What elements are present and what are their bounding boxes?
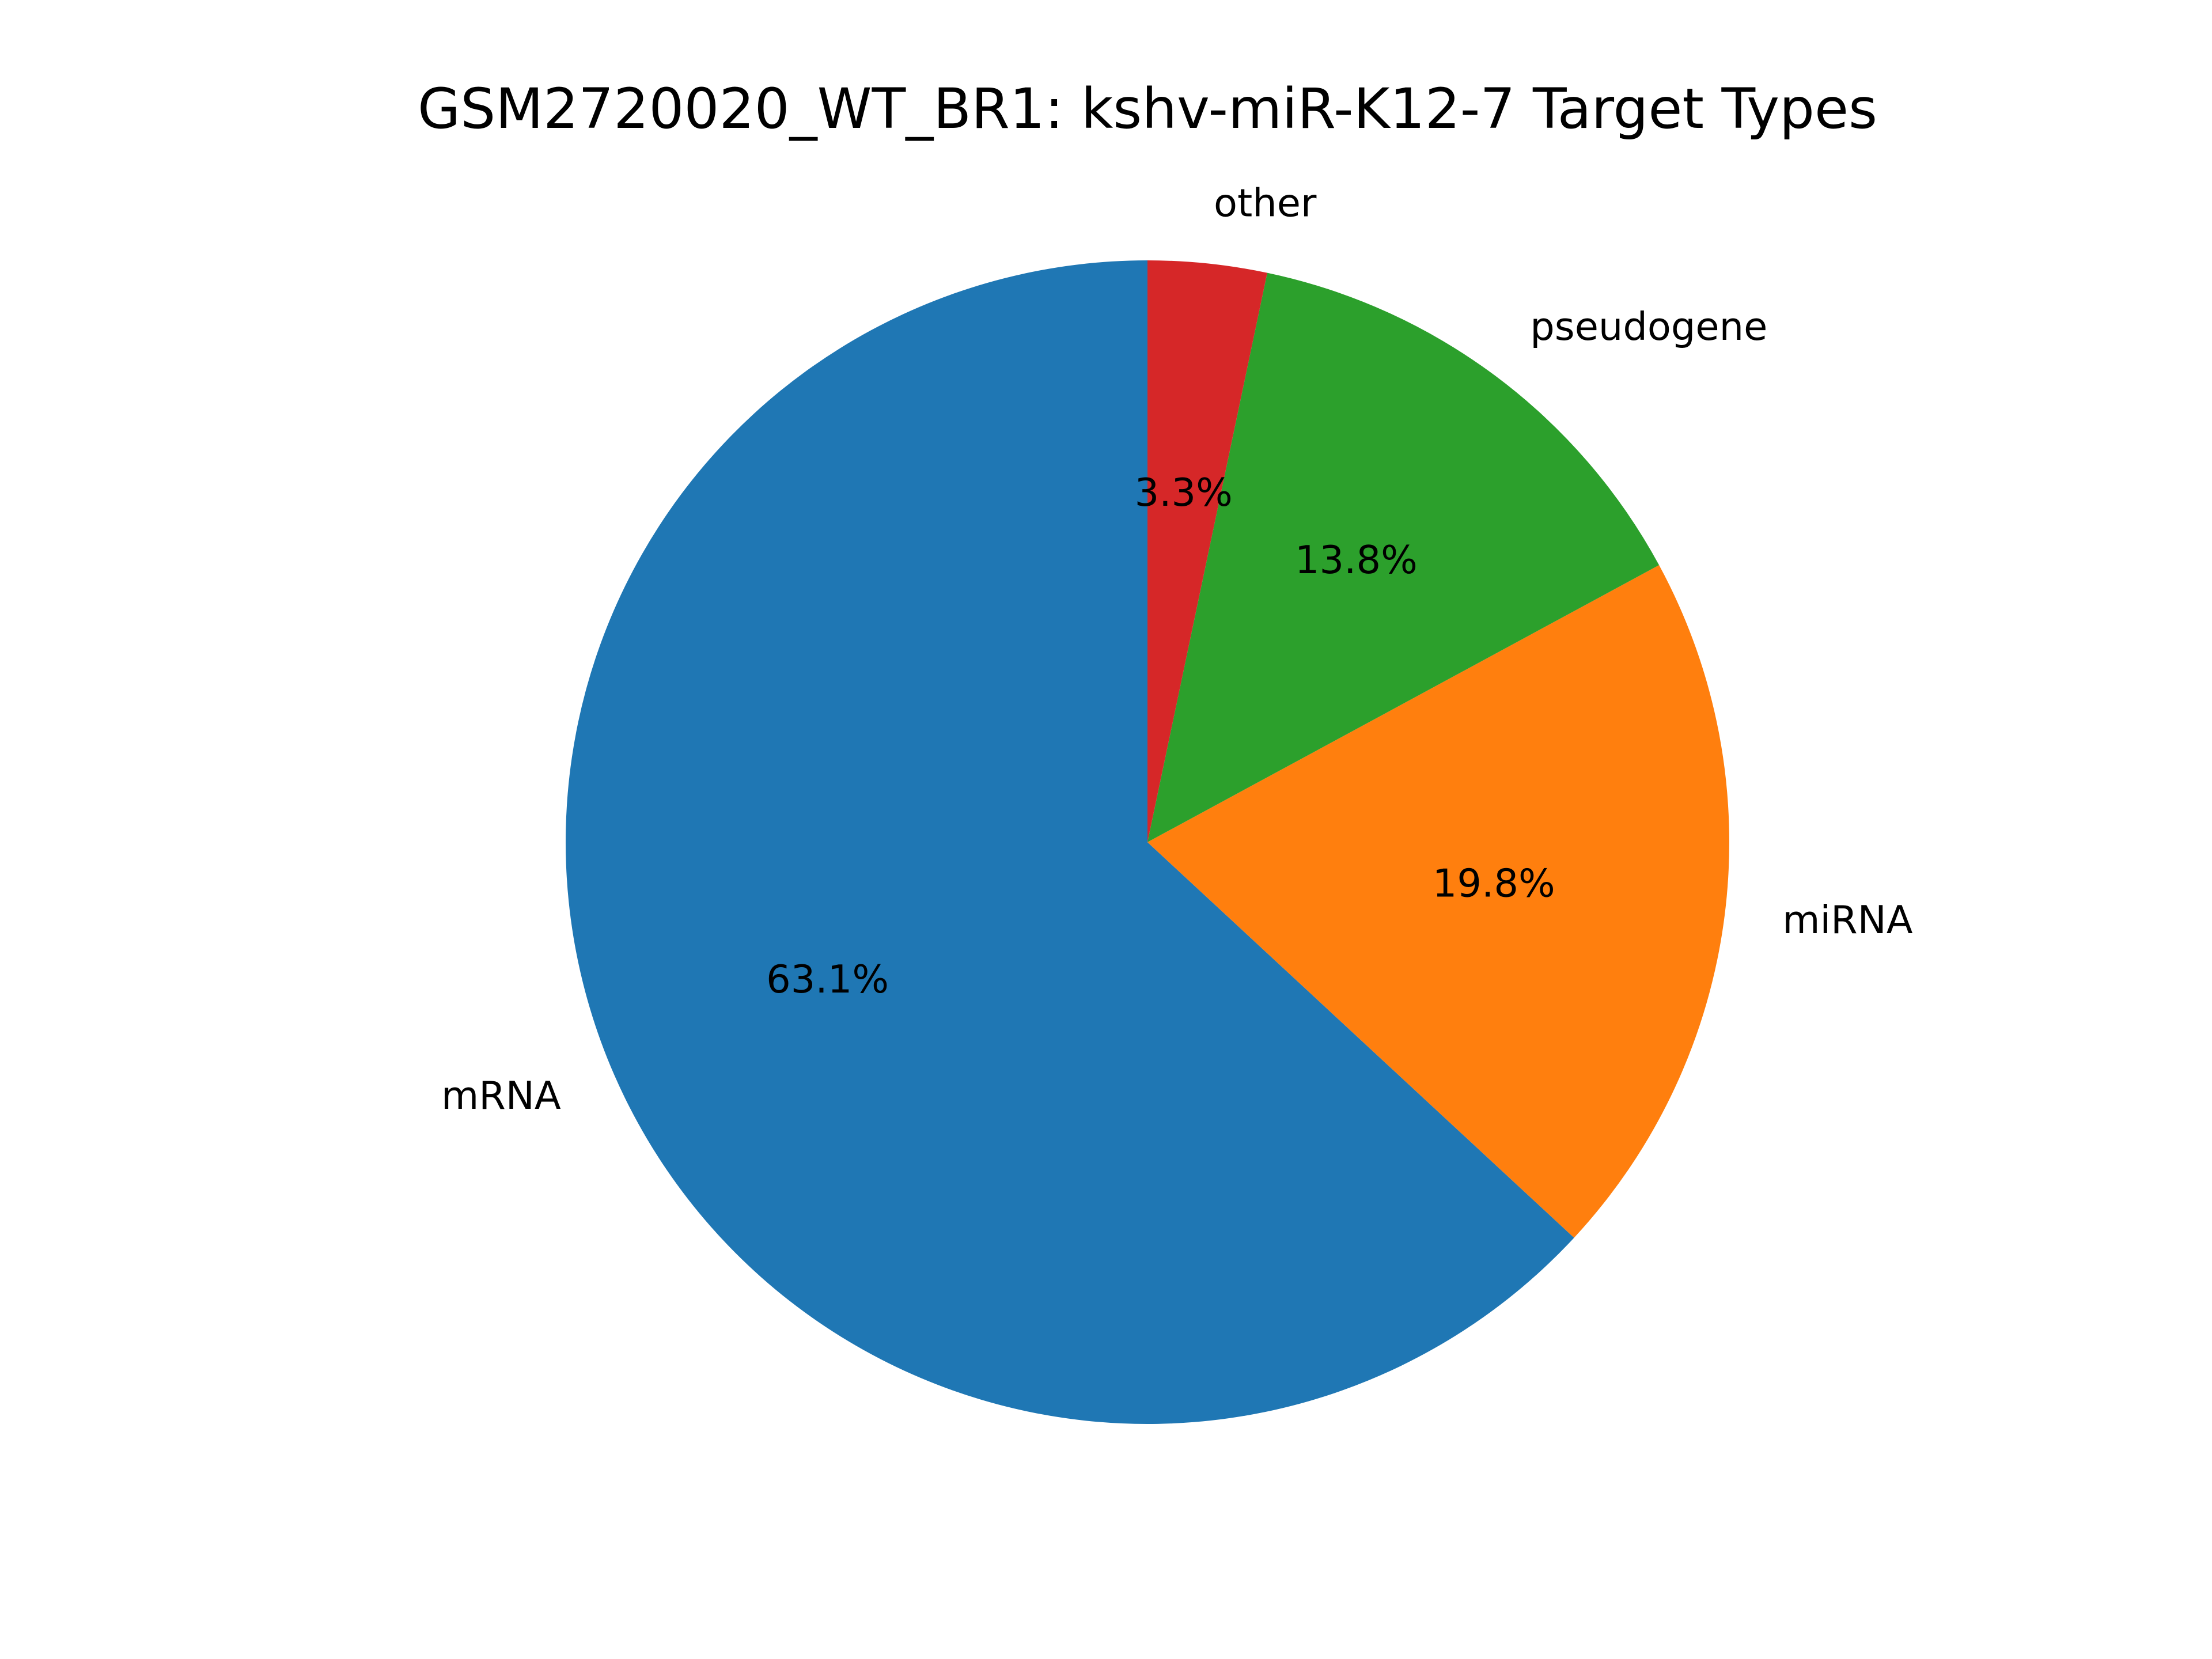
pct-label-mrna: 63.1%: [766, 957, 889, 1002]
slice-label-mrna: mRNA: [441, 1073, 561, 1118]
slice-label-other: other: [1214, 181, 1317, 226]
slice-label-pseudogene: pseudogene: [1530, 304, 1767, 349]
pie-slice-mrna: [565, 260, 1574, 1424]
pie-slice-pseudogene: [1147, 272, 1660, 842]
pct-label-other: 3.3%: [1135, 470, 1233, 515]
chart-title: GSM2720020_WT_BR1: kshv-miR-K12-7 Target…: [418, 77, 1877, 141]
pie-slices: [565, 260, 1729, 1424]
pie-slice-mirna: [1147, 565, 1729, 1238]
pie-slice-other: [1147, 260, 1267, 842]
pie-labels: mRNA 63.1% miRNA 19.8% pseudogene 13.8% other 3…: [441, 181, 1913, 1118]
slice-label-mirna: miRNA: [1782, 897, 1913, 942]
pct-label-mirna: 19.8%: [1433, 861, 1555, 906]
pct-label-pseudogene: 13.8%: [1295, 537, 1418, 582]
